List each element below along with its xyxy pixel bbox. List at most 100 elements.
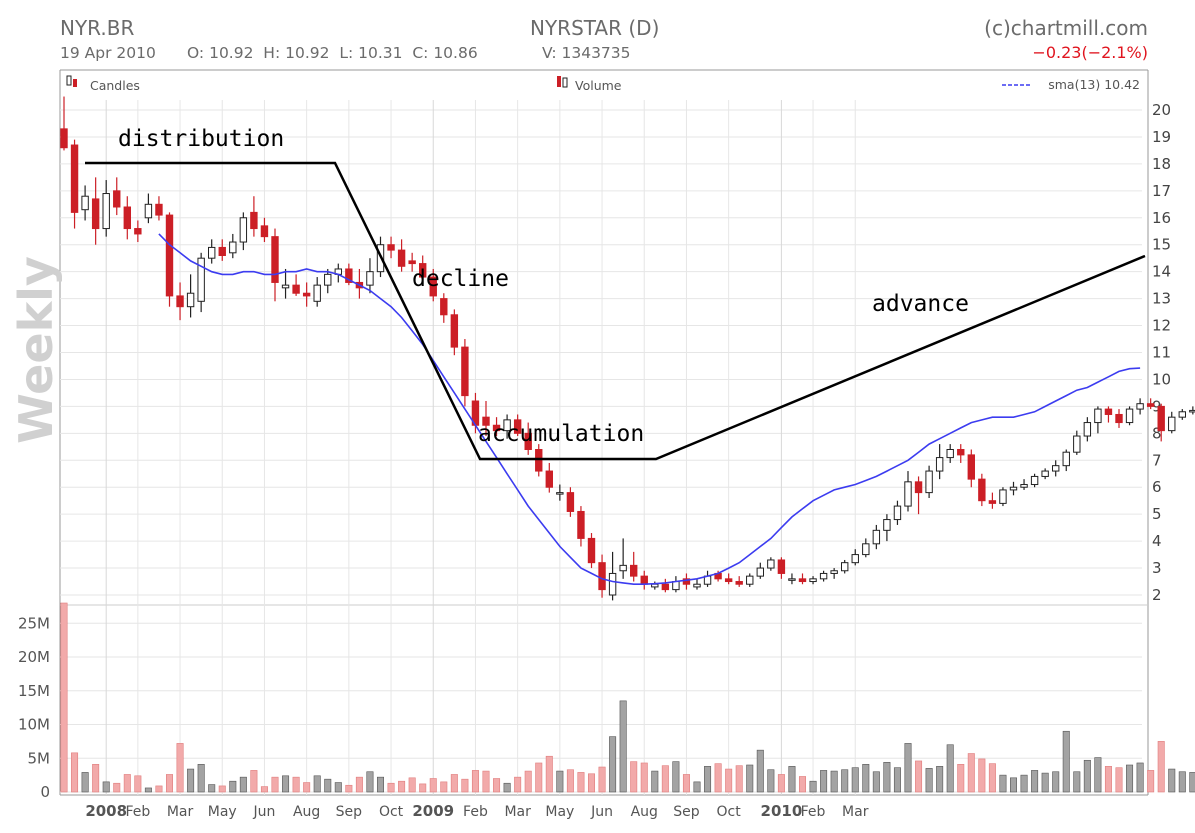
candle-body [186, 292, 195, 308]
candle-body [155, 203, 163, 216]
candle-body [809, 578, 817, 583]
candle-body [1030, 475, 1039, 486]
candle [366, 258, 374, 294]
candle-body [482, 416, 490, 426]
candle [914, 476, 923, 515]
volume-bar [303, 782, 311, 793]
volume-bar [1062, 730, 1070, 793]
candle-body [999, 489, 1007, 504]
candle-body [798, 578, 807, 583]
candle [1157, 403, 1165, 442]
volume-bar [587, 773, 595, 793]
candles-legend-label: Candles [90, 78, 140, 93]
candle-body [535, 449, 543, 472]
candle-body [978, 478, 986, 502]
candle-body [788, 578, 796, 581]
candle [978, 473, 986, 507]
candle-body [440, 298, 448, 316]
candle-body [144, 203, 153, 219]
volume-bar [682, 774, 690, 793]
candle [798, 573, 807, 585]
candle-body [461, 346, 469, 397]
candle [883, 514, 891, 542]
volume-bar [166, 774, 174, 793]
volume-tick-label: 10M [18, 716, 50, 734]
candle [397, 239, 406, 272]
candle-body [608, 572, 617, 596]
volume-bar [1168, 768, 1176, 793]
volume-bar [946, 744, 954, 793]
volume-bar [1031, 770, 1039, 793]
candle [324, 268, 332, 294]
candle-body [935, 457, 944, 472]
volume-legend-label: Volume [575, 78, 622, 93]
candle [587, 533, 596, 569]
volume-bar [60, 602, 68, 793]
candle-body [672, 581, 680, 591]
candle-body [566, 492, 575, 512]
price-tick-label: 9 [1152, 397, 1162, 415]
legend-volume: Volume [557, 76, 622, 93]
volume-tick-label: 20M [18, 648, 50, 666]
candle-body [292, 284, 300, 294]
volume-bar [1083, 759, 1091, 793]
candle [81, 185, 89, 221]
candle-body [1168, 416, 1176, 432]
candle-body [577, 510, 585, 539]
volume-bar [1178, 771, 1186, 793]
price-tick-label: 20 [1152, 101, 1171, 119]
candle [640, 570, 648, 590]
candle [155, 196, 163, 221]
volume-bar [387, 782, 395, 793]
stock-name-label: NYRSTAR (D) [530, 16, 659, 40]
candle-body [1083, 422, 1092, 437]
change-label: −0.23(−2.1%) [1032, 43, 1148, 62]
candle-body [229, 241, 237, 254]
ohlc-label: O: 10.92 H: 10.92 L: 10.31 C: 10.86 [187, 44, 478, 62]
volume-bar [915, 760, 923, 793]
candle [1062, 449, 1070, 472]
candle [419, 255, 427, 286]
candle-body [176, 295, 184, 308]
candle-body [366, 271, 374, 286]
candle-body [767, 559, 775, 569]
time-tick-label: Jun [590, 804, 613, 820]
candle-body [724, 578, 733, 583]
candle [988, 492, 997, 509]
sma-line [158, 233, 1141, 586]
candle [218, 239, 226, 261]
volume-bar [830, 770, 838, 793]
volume-bar [672, 761, 680, 793]
candle [767, 557, 775, 571]
candle [545, 462, 553, 493]
candle-body [777, 559, 786, 574]
candle [630, 551, 638, 582]
sma-legend-label: sma(13) 10.42 [1048, 77, 1140, 92]
volume-bar [71, 752, 79, 793]
time-tick-label: Feb [463, 804, 488, 820]
volume-bar [893, 767, 901, 793]
date-label: 19 Apr 2010 [60, 44, 156, 62]
candle [134, 220, 142, 243]
candle-body [1041, 470, 1049, 477]
volume-bar [545, 755, 553, 793]
volume-bar [535, 762, 543, 793]
candle [482, 401, 490, 437]
candle [1125, 406, 1134, 426]
volume-bar [988, 763, 996, 793]
price-tick-label: 12 [1152, 317, 1171, 335]
volume-bar [556, 770, 564, 793]
candle-body [197, 257, 205, 302]
volume-bar [218, 785, 226, 793]
volume-bar [524, 770, 532, 793]
candle-body [503, 419, 511, 432]
candle-body [545, 470, 553, 488]
time-tick-label: Aug [631, 804, 658, 820]
candle-body [1073, 435, 1081, 453]
volume-bar [208, 784, 216, 793]
volume-bar [640, 762, 648, 793]
price-tick-label: 7 [1152, 451, 1162, 469]
candle-body [102, 193, 110, 230]
candle [302, 282, 311, 307]
volume-bar [904, 743, 912, 793]
